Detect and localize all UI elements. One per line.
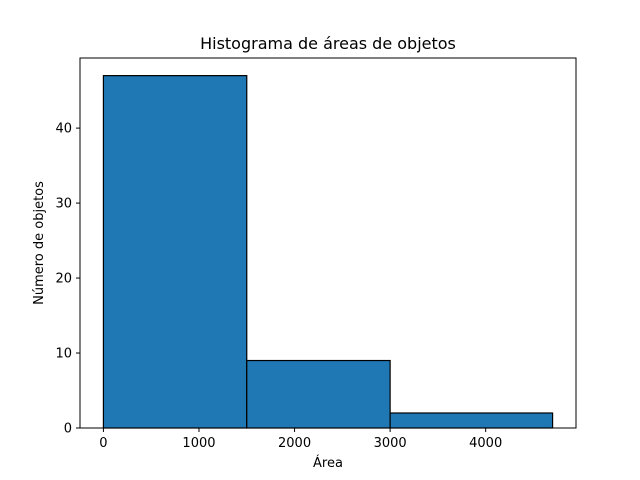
x-ticks-group: 0 1000 2000 3000 4000 (99, 428, 502, 451)
plot-frame (79, 57, 577, 429)
y-tick-label: 20 (55, 272, 72, 287)
y-tick-label: 0 (64, 422, 72, 437)
bars-group (102, 75, 554, 429)
chart-title: Histograma de áreas de objetos (200, 34, 456, 53)
x-tick-label: 1000 (182, 436, 215, 451)
histogram-bar-0 (102, 75, 248, 429)
x-tick-label: 3000 (374, 436, 407, 451)
y-tick-label: 10 (55, 347, 72, 362)
y-tick-label: 40 (55, 122, 72, 137)
x-axis-label: Área (313, 455, 343, 471)
y-tick-label: 30 (55, 197, 72, 212)
histogram-bar-1 (246, 359, 391, 429)
y-ticks-group: 0 10 20 30 40 (55, 122, 80, 437)
y-axis-label: Número de objetos (32, 181, 47, 305)
x-tick-label: 2000 (278, 436, 311, 451)
x-tick-label: 0 (99, 436, 107, 451)
histogram-bar-2 (389, 412, 554, 429)
x-tick-label: 4000 (469, 436, 502, 451)
